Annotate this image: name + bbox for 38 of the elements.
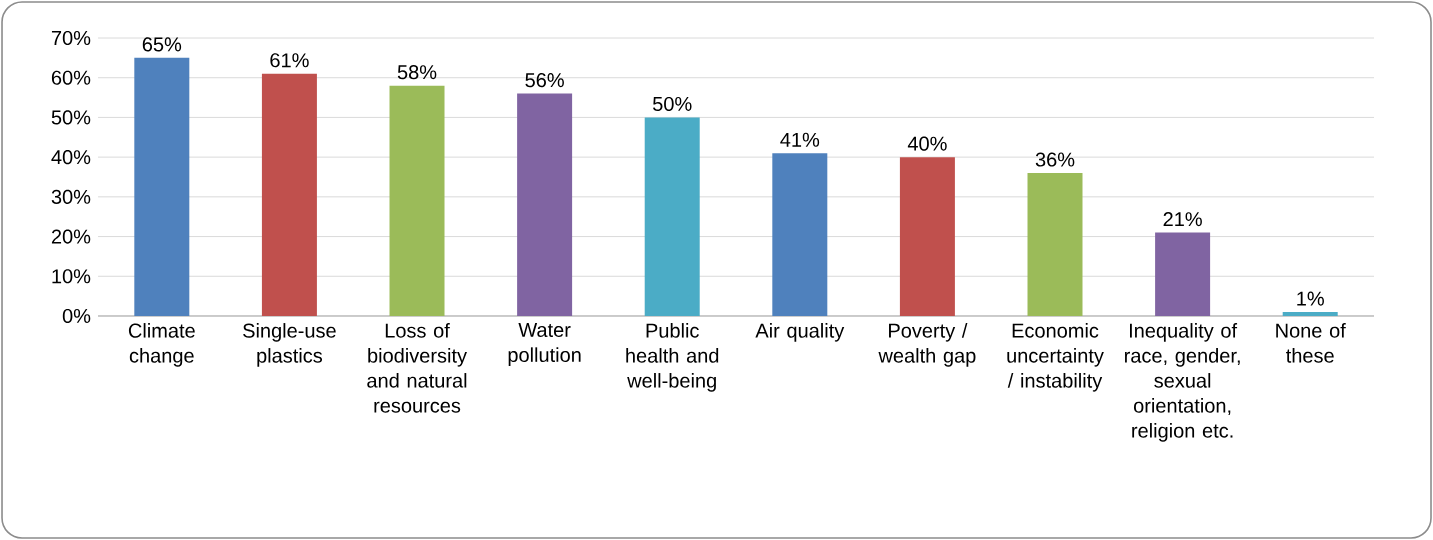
y-tick-label: 20%: [51, 229, 91, 244]
bar: [772, 153, 828, 316]
bar: [899, 157, 955, 316]
y-tick-label: 0%: [62, 308, 91, 324]
data-label: 41%: [780, 132, 820, 147]
data-label: 50%: [653, 96, 692, 112]
data-label: 65%: [142, 37, 182, 52]
x-tick-label: Economic uncertainty / instability: [1007, 323, 1104, 392]
data-label: 21%: [1163, 212, 1202, 227]
y-tick-label: 60%: [51, 70, 91, 85]
bar: [1282, 312, 1338, 316]
bar: [517, 93, 573, 316]
x-tick-label: Air quality: [755, 323, 845, 342]
y-tick-label: 50%: [51, 110, 91, 125]
y-tick-label: 10%: [52, 269, 91, 284]
bar: [134, 57, 190, 316]
y-tick-label: 70%: [51, 30, 91, 46]
bar: [1155, 232, 1211, 316]
bar: [389, 85, 445, 316]
x-tick-label: Inequality of race, gender, sexual orientation, religion etc.: [1125, 323, 1240, 442]
bar: [644, 117, 700, 316]
x-tick-label: Water pollution: [508, 323, 581, 366]
y-tick-label: 40%: [51, 150, 91, 165]
data-label: 40%: [907, 136, 947, 151]
x-tick-label: Poverty / wealth gap: [878, 323, 976, 367]
x-tick-label: Single-use plastics: [243, 323, 336, 367]
data-label: 61%: [270, 53, 309, 68]
bar: [261, 73, 317, 316]
data-label: 1%: [1297, 291, 1324, 306]
x-tick-label: Public health and well-being: [626, 323, 719, 392]
data-label: 58%: [397, 65, 437, 80]
x-tick-label: Loss of biodiversity and natural resources: [367, 323, 467, 413]
data-label: 56%: [525, 73, 564, 88]
x-tick-label: None of these: [1276, 323, 1346, 363]
bar: [1027, 173, 1083, 316]
x-tick-label: Climate change: [128, 323, 195, 367]
y-tick-label: 30%: [51, 189, 91, 204]
data-label: 36%: [1035, 152, 1075, 167]
